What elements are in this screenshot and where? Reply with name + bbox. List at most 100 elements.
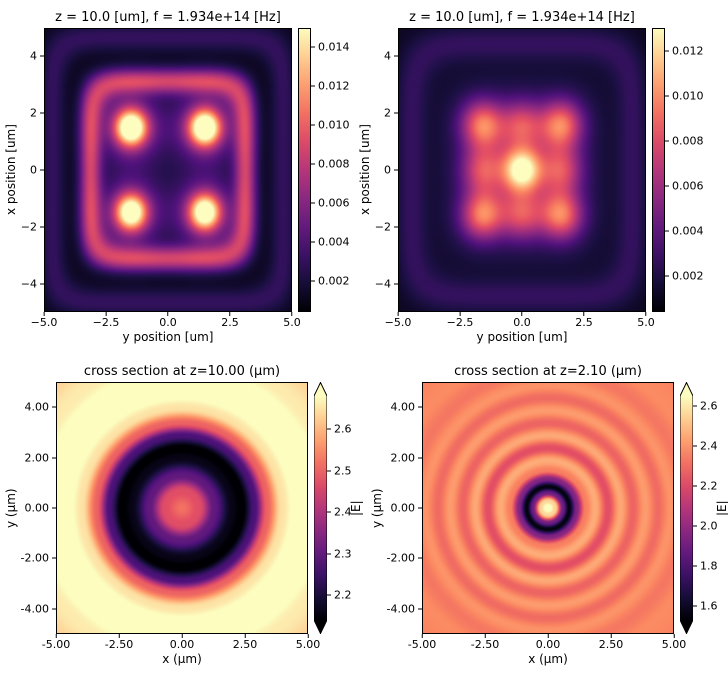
y-tick-label: 0.00 (25, 502, 56, 515)
tick-text: 0.002 (318, 274, 350, 288)
tick-text: −2.5 (92, 316, 120, 329)
tick-text: 0.002 (672, 269, 704, 283)
tick-mark (52, 608, 56, 610)
x-axis-ticks: -5.00 -2.50 0.00 2.50 5.00 (42, 634, 320, 652)
tick-mark (40, 112, 44, 114)
y-tick-label: 2.00 (24, 451, 56, 465)
colorbar-gradient (298, 28, 311, 312)
tick-mark (418, 557, 422, 559)
colorbar-tick-label: 0.008 (665, 134, 704, 147)
tick-mark (43, 312, 45, 316)
colorbar-tick-label: 2.4 (693, 440, 718, 453)
y-axis-ticks: 4 2 0 −2 −4 (372, 28, 398, 312)
plot-title: cross section at z=2.10 (μm) (454, 364, 642, 379)
tick-mark (693, 565, 697, 567)
y-axis-label: x position [um] (4, 124, 18, 216)
tick-mark (673, 634, 675, 638)
heatmap-plot (44, 28, 292, 312)
tick-text: 2 (30, 106, 37, 120)
colorbar-label: |E| (715, 500, 728, 516)
colorbar-tick-label: 1.8 (693, 560, 718, 573)
y-tick-label: -4.00 (387, 602, 422, 615)
tick-mark (583, 312, 585, 316)
tick-mark (327, 553, 331, 555)
tick-text: −2 (20, 220, 37, 234)
tick-text: 0.0 (159, 316, 177, 329)
tick-mark (665, 185, 669, 187)
x-tick-label: 0.0 (159, 312, 177, 329)
y-axis-label: x position [um] (358, 124, 372, 216)
tick-mark (693, 605, 697, 607)
tick-mark (52, 406, 56, 408)
colorbar-tick-label: 1.6 (693, 600, 718, 613)
tick-text: 0.010 (672, 89, 704, 103)
y-tick-label: −2 (375, 220, 398, 233)
colorbar-tick-label: 2.2 (327, 589, 352, 602)
tick-mark (418, 457, 422, 459)
tick-mark (693, 485, 697, 487)
y-axis-ticks: 4.00 2.00 0.00 -2.00 -4.00 (384, 382, 422, 634)
tick-mark (397, 312, 399, 316)
plot-title: z = 10.0 [um], f = 1.934e+14 [Hz] (55, 10, 281, 25)
tick-text: -2.00 (386, 551, 415, 565)
tick-text: 2.6 (700, 399, 718, 413)
colorbar-tick-label: 2.0 (693, 520, 718, 533)
colorbar-ticks: 2.6 2.4 2.2 2.0 1.8 1.6 (693, 382, 718, 634)
tick-text: 2.0 (700, 519, 718, 533)
tick-text: 2.00 (390, 451, 416, 465)
colorbar-tick-label: 0.002 (665, 269, 704, 282)
colorbar-gradient (652, 28, 665, 312)
tick-text: 0.004 (318, 235, 350, 249)
y-tick-label: 2 (384, 107, 398, 120)
tick-mark (394, 283, 398, 285)
tick-mark (291, 312, 293, 316)
colorbar-tick-label: 2.6 (327, 423, 352, 436)
colorbar: 2.6 2.5 2.4 2.3 2.2 |E| (313, 381, 363, 635)
plot-title: cross section at z=10.00 (μm) (83, 364, 281, 379)
bottom-row: cross section at z=10.00 (μm) y (μm) 4.0… (4, 356, 728, 668)
heatmap-plot (56, 382, 308, 634)
x-tick-label: −5.0 (30, 312, 58, 329)
colorbar-ticks: 0.014 0.012 0.010 0.008 0.006 0.004 0.002 (311, 28, 350, 312)
y-tick-label: -2.00 (387, 552, 422, 565)
y-tick-label: 4 (384, 50, 398, 63)
x-axis-ticks: −5.0 −2.5 0.0 2.5 5.0 (31, 312, 301, 330)
x-tick-label: -5.00 (408, 634, 436, 651)
colorbar: 0.012 0.010 0.008 0.006 0.004 0.002 (652, 28, 704, 312)
y-axis-ticks: 4 2 0 −2 −4 (18, 28, 44, 312)
colorbar-tick-label: 0.006 (665, 179, 704, 192)
tick-text: 0.010 (318, 118, 350, 132)
tick-text: 5.00 (295, 638, 321, 651)
y-tick-label: 2.00 (390, 451, 422, 465)
tick-text: 2.00 (24, 451, 50, 465)
tick-mark (418, 507, 422, 509)
tick-mark (307, 634, 309, 638)
tick-text: 4.00 (390, 400, 416, 414)
tick-mark (394, 55, 398, 57)
heatmap-canvas (57, 383, 307, 633)
x-tick-label: 0.0 (513, 312, 531, 329)
x-tick-label: 0.00 (169, 634, 195, 651)
tick-text: −2.5 (446, 316, 474, 329)
tick-text: 0.006 (672, 179, 704, 193)
tick-text: −5.0 (30, 316, 58, 329)
colorbar-tick-label: 0.002 (311, 274, 350, 287)
tick-mark (610, 634, 612, 638)
x-tick-label: -2.50 (471, 634, 499, 651)
colorbar-tick-label: 0.004 (311, 235, 350, 248)
tick-mark (55, 634, 57, 638)
tick-mark (327, 470, 331, 472)
y-axis-label: y (μm) (370, 488, 384, 528)
x-tick-label: 5.00 (295, 634, 321, 651)
tick-text: 2.50 (232, 638, 258, 651)
colorbar-tick-label: 2.3 (327, 547, 352, 560)
tick-text: 0.00 (169, 638, 195, 651)
tick-text: 0.012 (672, 44, 704, 58)
tick-mark (311, 241, 315, 243)
tick-text: -2.50 (470, 638, 500, 651)
y-axis-label: y (μm) (4, 488, 18, 528)
colorbar: 0.014 0.012 0.010 0.008 0.006 0.004 0.002 (298, 28, 350, 312)
x-axis-ticks: -5.00 -2.50 0.00 2.50 5.00 (408, 634, 686, 652)
tick-text: 0 (384, 163, 391, 177)
tick-text: -2.00 (20, 551, 49, 565)
